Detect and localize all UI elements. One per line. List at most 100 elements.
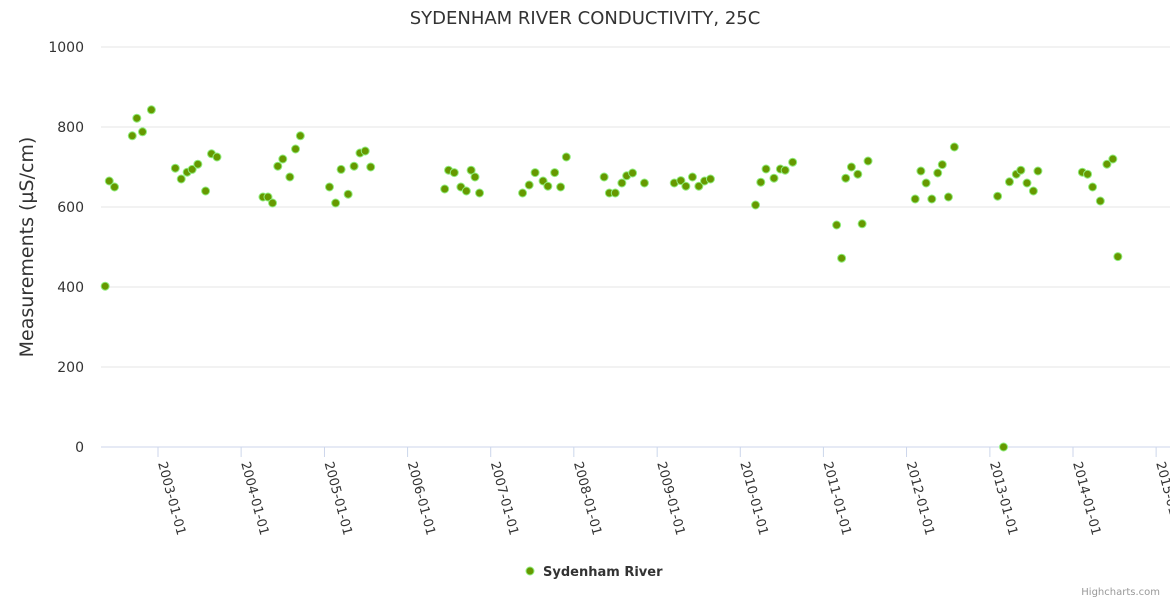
data-point[interactable] — [863, 156, 873, 166]
data-point[interactable] — [263, 192, 273, 202]
data-point[interactable] — [127, 131, 137, 141]
legend-marker[interactable] — [525, 566, 535, 576]
data-point[interactable] — [1113, 252, 1123, 262]
series-sydenham-river[interactable] — [100, 105, 1123, 452]
data-point[interactable] — [676, 176, 686, 186]
data-point[interactable] — [176, 174, 186, 184]
data-point[interactable] — [599, 172, 609, 182]
data-point[interactable] — [761, 164, 771, 174]
data-point[interactable] — [466, 165, 476, 175]
data-point[interactable] — [550, 168, 560, 178]
credits-link[interactable]: Highcharts.com — [1081, 587, 1160, 598]
data-point[interactable] — [100, 281, 110, 291]
data-point[interactable] — [1102, 159, 1112, 169]
x-tick-label: 2004-01-01 — [237, 460, 271, 537]
data-point[interactable] — [769, 173, 779, 183]
data-point[interactable] — [1016, 165, 1026, 175]
data-point[interactable] — [694, 181, 704, 191]
data-point[interactable] — [1033, 166, 1043, 176]
data-point[interactable] — [1004, 177, 1014, 187]
data-point[interactable] — [681, 181, 691, 191]
data-point[interactable] — [543, 181, 553, 191]
data-point[interactable] — [461, 186, 471, 196]
data-point[interactable] — [343, 189, 353, 199]
data-point[interactable] — [104, 176, 114, 186]
data-point[interactable] — [832, 220, 842, 230]
data-point[interactable] — [470, 172, 480, 182]
data-point[interactable] — [1095, 196, 1105, 206]
data-point[interactable] — [530, 168, 540, 178]
data-point[interactable] — [628, 168, 638, 178]
x-tick-label: 2007-01-01 — [487, 460, 521, 537]
data-point[interactable] — [273, 161, 283, 171]
data-point[interactable] — [138, 127, 148, 137]
data-point[interactable] — [146, 105, 156, 115]
data-point[interactable] — [561, 152, 571, 162]
data-point[interactable] — [360, 146, 370, 156]
x-tick-label: 2015-01-01 — [1152, 460, 1170, 537]
legend[interactable]: Sydenham River — [525, 565, 663, 580]
data-point[interactable] — [324, 182, 334, 192]
data-point[interactable] — [927, 194, 937, 204]
data-point[interactable] — [524, 180, 534, 190]
data-point[interactable] — [366, 162, 376, 172]
data-point[interactable] — [780, 165, 790, 175]
data-point[interactable] — [475, 188, 485, 198]
data-point[interactable] — [617, 178, 627, 188]
data-point[interactable] — [449, 168, 459, 178]
data-point[interactable] — [278, 154, 288, 164]
data-point[interactable] — [837, 253, 847, 263]
data-point[interactable] — [170, 163, 180, 173]
data-point[interactable] — [440, 184, 450, 194]
legend-item-sydenham-river[interactable]: Sydenham River — [543, 565, 663, 580]
y-tick-label: 0 — [75, 440, 84, 456]
data-point[interactable] — [1088, 182, 1098, 192]
data-point[interactable] — [857, 219, 867, 229]
data-point[interactable] — [756, 177, 766, 187]
x-tick-label: 2006-01-01 — [404, 460, 438, 537]
y-axis-ticks: 0 200 400 600 800 1000 — [48, 40, 84, 456]
data-point[interactable] — [1028, 186, 1038, 196]
data-point[interactable] — [193, 159, 203, 169]
data-point[interactable] — [788, 157, 798, 167]
data-point[interactable] — [1022, 178, 1032, 188]
y-tick-label: 400 — [57, 280, 84, 296]
data-point[interactable] — [268, 198, 278, 208]
data-point[interactable] — [110, 182, 120, 192]
data-point[interactable] — [921, 178, 931, 188]
data-point[interactable] — [187, 164, 197, 174]
data-point[interactable] — [132, 113, 142, 123]
data-point[interactable] — [201, 186, 211, 196]
x-tick-label: 2003-01-01 — [154, 460, 188, 537]
data-point[interactable] — [687, 172, 697, 182]
data-point[interactable] — [933, 168, 943, 178]
data-point[interactable] — [331, 198, 341, 208]
data-point[interactable] — [841, 173, 851, 183]
data-point[interactable] — [1108, 154, 1118, 164]
data-point[interactable] — [518, 188, 528, 198]
data-point[interactable] — [993, 191, 1003, 201]
data-point[interactable] — [916, 166, 926, 176]
x-tick-label: 2008-01-01 — [570, 460, 604, 537]
data-point[interactable] — [937, 160, 947, 170]
data-point[interactable] — [943, 192, 953, 202]
x-tick-label: 2014-01-01 — [1069, 460, 1103, 537]
data-point[interactable] — [999, 442, 1009, 452]
data-point[interactable] — [295, 131, 305, 141]
data-point[interactable] — [610, 188, 620, 198]
data-point[interactable] — [349, 161, 359, 171]
data-point[interactable] — [910, 194, 920, 204]
data-point[interactable] — [949, 142, 959, 152]
data-point[interactable] — [1083, 169, 1093, 179]
data-point[interactable] — [705, 174, 715, 184]
data-point[interactable] — [853, 169, 863, 179]
data-point[interactable] — [556, 182, 566, 192]
x-tick-label: 2005-01-01 — [321, 460, 355, 537]
data-point[interactable] — [846, 162, 856, 172]
data-point[interactable] — [291, 144, 301, 154]
data-point[interactable] — [751, 200, 761, 210]
data-point[interactable] — [639, 178, 649, 188]
data-point[interactable] — [212, 152, 222, 162]
data-point[interactable] — [285, 172, 295, 182]
data-point[interactable] — [336, 164, 346, 174]
